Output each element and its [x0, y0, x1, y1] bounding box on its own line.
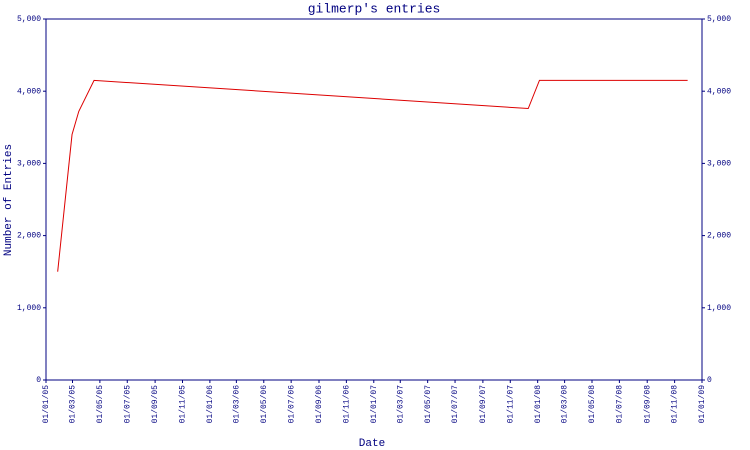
y-axis-label: Number of Entries: [3, 144, 15, 256]
x-tick-label: 01/07/06: [287, 385, 296, 424]
chart-title: gilmerp's entries: [308, 1, 441, 16]
x-tick-label: 01/09/07: [479, 385, 488, 424]
x-tick-label: 01/03/05: [69, 385, 78, 424]
data-line: [57, 79, 688, 272]
x-tick-label: 01/03/06: [232, 385, 241, 424]
x-tick-label: 01/01/05: [42, 385, 51, 424]
y-tick-label: 1,000: [17, 304, 41, 313]
y2-tick-label: 2,000: [707, 232, 731, 241]
y-tick-label: 0: [36, 376, 41, 385]
x-tick-label: 01/11/07: [506, 385, 515, 424]
y-tick-label: 3,000: [17, 160, 41, 169]
x-tick-label: 01/07/08: [615, 385, 624, 424]
x-tick-label: 01/01/06: [206, 385, 215, 424]
x-tick-label: 01/05/08: [588, 385, 597, 424]
y2-tick-label: 3,000: [707, 160, 731, 169]
y-tick-label: 2,000: [17, 232, 41, 241]
plot-frame: [45, 18, 703, 381]
y-tick-label: 4,000: [17, 87, 41, 96]
x-tick-label: 01/03/07: [396, 385, 405, 424]
x-tick-label: 01/11/05: [179, 385, 188, 424]
x-tick-label: 01/09/06: [315, 385, 324, 424]
y2-tick-label: 5,000: [707, 15, 731, 24]
x-tick-label: 01/01/07: [370, 385, 379, 424]
y2-tick-label: 4,000: [707, 87, 731, 96]
x-tick-label: 01/01/08: [534, 385, 543, 424]
x-tick-label: 01/03/08: [561, 385, 570, 424]
x-tick-label: 01/07/05: [123, 385, 132, 424]
y2-tick-label: 1,000: [707, 304, 731, 313]
x-tick-label: 01/01/09: [698, 385, 707, 424]
x-tick-label: 01/05/06: [260, 385, 269, 424]
x-tick-label: 01/09/08: [643, 385, 652, 424]
x-axis-label: Date: [359, 438, 385, 450]
x-tick-label: 01/05/05: [96, 385, 105, 424]
x-tick-label: 01/11/08: [671, 385, 680, 424]
x-tick-label: 01/11/06: [342, 385, 351, 424]
x-tick-label: 01/09/05: [151, 385, 160, 424]
y-tick-label: 5,000: [17, 15, 41, 24]
x-tick-label: 01/07/07: [451, 385, 460, 424]
x-tick-label: 01/05/07: [424, 385, 433, 424]
y2-tick-label: 0: [707, 376, 712, 385]
